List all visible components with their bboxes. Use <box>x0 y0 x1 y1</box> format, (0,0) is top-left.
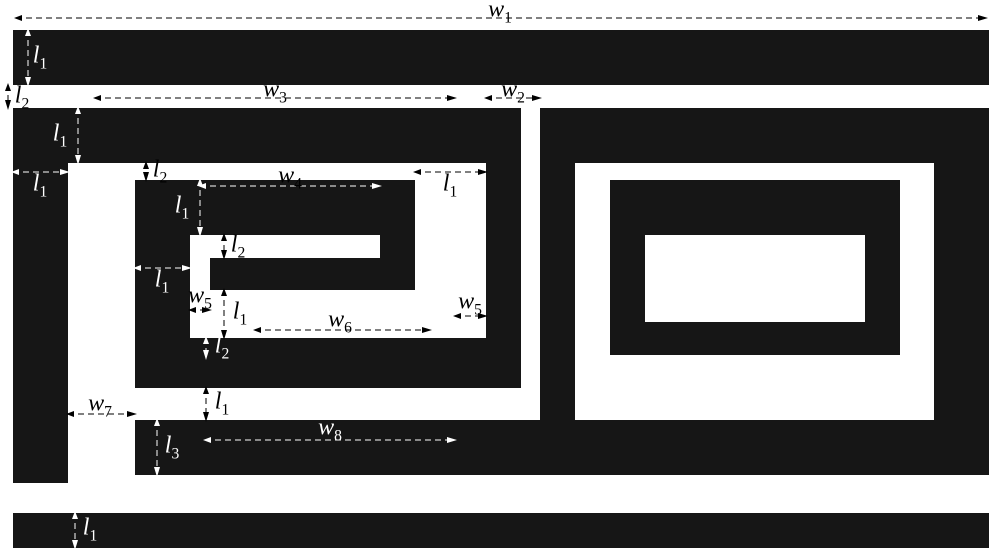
meander-pattern <box>13 30 989 548</box>
diagram-container: w1l1l2l1l1w3w2l1l2w4l1l1l2w5l1w5w6l2l1w7… <box>0 0 1000 556</box>
pattern-svg <box>0 0 1000 556</box>
